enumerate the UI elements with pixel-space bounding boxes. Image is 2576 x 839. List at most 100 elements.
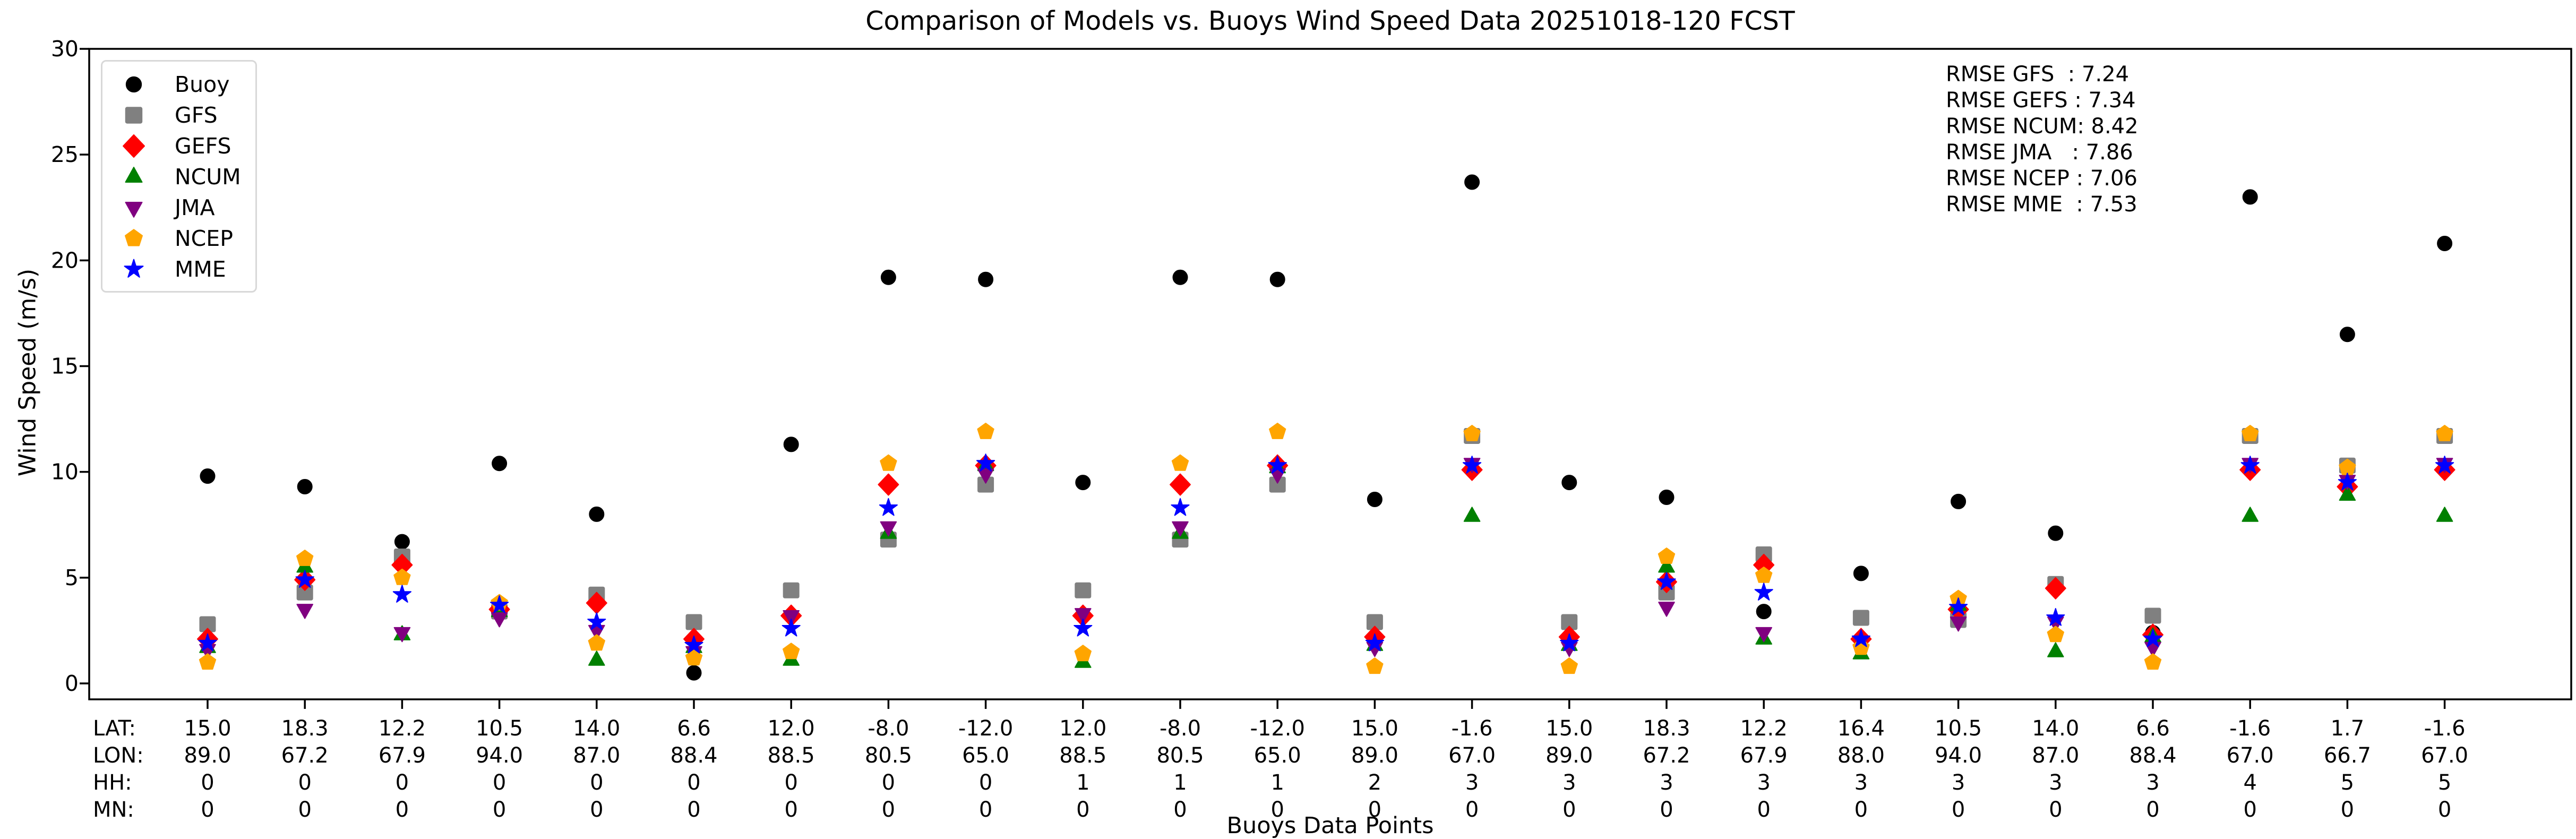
- x-tick-label-lon: 89.0: [1351, 743, 1398, 768]
- x-tick-label-hh: 0: [590, 770, 603, 795]
- x-tick-label-mn: 0: [1660, 798, 1673, 822]
- rmse-line: RMSE JMA : 7.86: [1946, 140, 2133, 165]
- legend-item-jma: JMA: [102, 192, 255, 223]
- x-tick-label-lat: 16.4: [1837, 716, 1885, 741]
- x-tick-label-lat: -8.0: [868, 716, 909, 741]
- buoy-marker-icon: [125, 76, 142, 93]
- x-tick-label-lon: 67.2: [1643, 743, 1690, 768]
- x-tick-label-hh: 4: [2243, 770, 2256, 795]
- x-tick-label-mn: 0: [1854, 798, 1868, 822]
- x-tick-label-lat: 12.0: [1059, 716, 1106, 741]
- jma-marker-icon: [125, 202, 143, 218]
- x-tick-label-hh: 3: [1854, 770, 1868, 795]
- x-axis-label: Buoys Data Points: [1226, 812, 1434, 839]
- rmse-stats-block: RMSE GFS : 7.24 RMSE GEFS : 7.34 RMSE NCUM…: [1946, 62, 2139, 218]
- x-tick-label-lat: 10.5: [1935, 716, 1982, 741]
- legend-item-label: NCEP: [175, 226, 233, 251]
- x-tick-label-lon: 88.4: [670, 743, 717, 768]
- legend-item-label: GEFS: [175, 133, 231, 159]
- x-tick-label-mn: 0: [590, 798, 603, 822]
- x-row-header: MN:: [93, 798, 134, 822]
- x-tick-label-mn: 0: [2146, 798, 2159, 822]
- series-buoy: [200, 174, 2453, 681]
- x-tick-label-lon: 80.5: [1156, 743, 1204, 768]
- x-tick-label-hh: 3: [1757, 770, 1770, 795]
- legend-item-label: NCUM: [175, 164, 241, 190]
- x-tick-label-lon: 89.0: [184, 743, 231, 768]
- x-tick-label-mn: 0: [2341, 798, 2354, 822]
- x-tick-label-lat: 18.3: [1643, 716, 1690, 741]
- x-tick-label-lat: -8.0: [1160, 716, 1201, 741]
- x-tick-label-lat: 15.0: [1545, 716, 1593, 741]
- x-tick-label-lat: -1.6: [1452, 716, 1493, 741]
- x-tick-label-lon: 88.5: [768, 743, 815, 768]
- x-tick-label-mn: 0: [979, 798, 992, 822]
- x-tick-label-hh: 3: [2146, 770, 2159, 795]
- x-tick-label-mn: 0: [2243, 798, 2256, 822]
- y-tick-label: 10: [51, 459, 79, 485]
- rmse-line: RMSE GFS : 7.24: [1946, 62, 2130, 87]
- x-tick-label-hh: 3: [1660, 770, 1673, 795]
- x-tick-label-mn: 0: [493, 798, 506, 822]
- x-tick-label-hh: 0: [784, 770, 797, 795]
- x-tick-label-hh: 3: [1465, 770, 1479, 795]
- x-tick-label-hh: 3: [2049, 770, 2062, 795]
- chart-title: Comparison of Models vs. Buoys Wind Spee…: [865, 6, 1795, 36]
- x-row-header: LON:: [93, 743, 144, 768]
- x-tick-label-lon: 80.5: [865, 743, 912, 768]
- rmse-line: RMSE NCEP : 7.06: [1946, 166, 2137, 191]
- x-tick-label-lon: 94.0: [476, 743, 523, 768]
- x-tick-label-lon: 87.0: [573, 743, 620, 768]
- x-tick-label-hh: 1: [1076, 770, 1089, 795]
- ncum-marker-icon: [125, 167, 143, 183]
- series-mme: [198, 453, 2454, 654]
- x-tick-label-lon: 65.0: [962, 743, 1009, 768]
- x-tick-label-lat: 15.0: [1351, 716, 1398, 741]
- x-tick-label-mn: 0: [687, 798, 700, 822]
- x-tick-label-mn: 0: [1952, 798, 1965, 822]
- x-tick-label-mn: 0: [1076, 798, 1089, 822]
- y-tick-label: 25: [51, 142, 79, 167]
- series-ncep: [199, 423, 2453, 674]
- gefs-marker-icon: [123, 134, 145, 158]
- y-tick-label: 0: [65, 671, 79, 696]
- x-tick-label-lon: 67.0: [1448, 743, 1496, 768]
- x-tick-label-hh: 1: [1173, 770, 1187, 795]
- x-tick-label-lat: 6.6: [677, 716, 711, 741]
- x-tick-label-mn: 0: [882, 798, 895, 822]
- x-tick-label-lat: -1.6: [2229, 716, 2271, 741]
- x-tick-label-mn: 0: [2049, 798, 2062, 822]
- x-tick-label-lat: 10.5: [476, 716, 523, 741]
- x-tick-label-mn: 0: [298, 798, 311, 822]
- x-row-header: HH:: [93, 770, 132, 795]
- series-ncum: [199, 456, 2453, 668]
- x-tick-label-hh: 5: [2341, 770, 2354, 795]
- legend-item-gefs: GEFS: [102, 131, 255, 161]
- x-tick-label-mn: 0: [1465, 798, 1479, 822]
- legend-item-ncum: NCUM: [102, 161, 255, 192]
- x-tick-label-lat: 14.0: [2032, 716, 2079, 741]
- x-tick-label-lat: 18.3: [281, 716, 329, 741]
- x-tick-label-lon: 67.9: [379, 743, 426, 768]
- legend-item-label: GFS: [175, 102, 218, 128]
- x-tick-label-mn: 0: [1757, 798, 1770, 822]
- x-tick-label-lat: 6.6: [2136, 716, 2170, 741]
- x-tick-label-mn: 0: [2438, 798, 2451, 822]
- x-tick-label-hh: 0: [396, 770, 409, 795]
- x-row-header: LAT:: [93, 716, 136, 741]
- x-tick-label-lon: 88.4: [2129, 743, 2176, 768]
- x-tick-label-hh: 3: [1562, 770, 1576, 795]
- x-tick-label-lon: 88.0: [1837, 743, 1885, 768]
- x-tick-label-hh: 0: [201, 770, 214, 795]
- legend-item-mme: MME: [102, 254, 255, 285]
- x-tick-label-hh: 0: [882, 770, 895, 795]
- x-tick-label-hh: 0: [493, 770, 506, 795]
- x-tick-label-mn: 0: [1270, 798, 1284, 822]
- x-tick-label-lat: -12.0: [1250, 716, 1305, 741]
- x-tick-label-mn: 0: [396, 798, 409, 822]
- x-tick-label-lon: 65.0: [1254, 743, 1301, 768]
- y-tick-label: 30: [51, 36, 79, 62]
- x-tick-label-hh: 0: [979, 770, 992, 795]
